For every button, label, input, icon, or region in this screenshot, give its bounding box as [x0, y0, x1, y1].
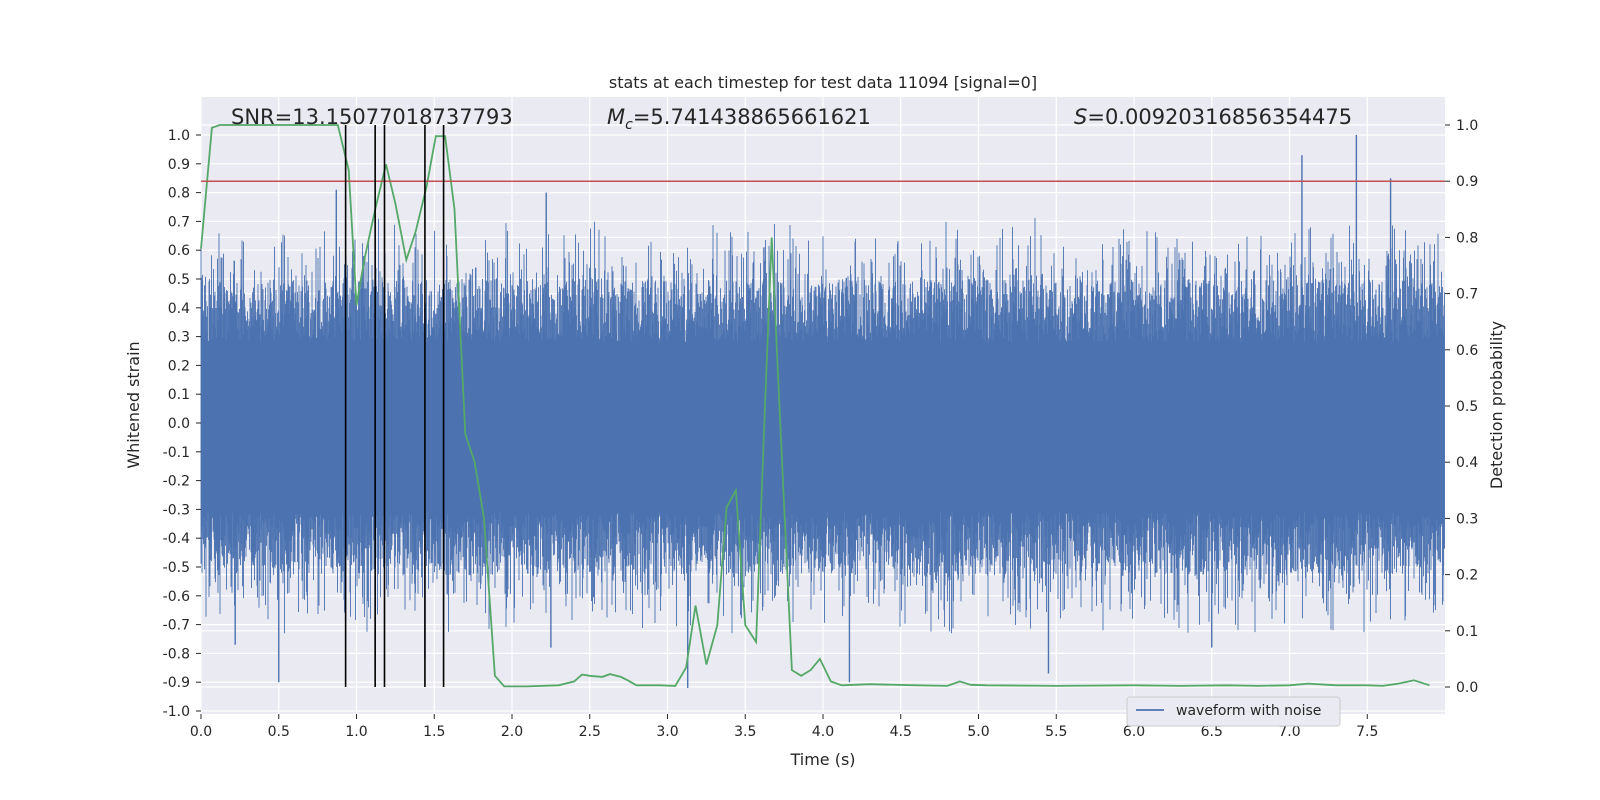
x-tick-label: 0.0 — [190, 724, 212, 740]
y-axis-label-right: Detection probability — [1487, 321, 1506, 489]
y-tick-label: -0.7 — [163, 618, 190, 634]
y-tick-label: 0.0 — [168, 416, 190, 432]
y-right-tick-label: 0.8 — [1456, 230, 1478, 246]
x-tick-label: 6.0 — [1123, 724, 1145, 740]
x-tick-label: 0.5 — [268, 724, 290, 740]
x-tick-label: 5.5 — [1045, 724, 1067, 740]
x-axis-label: Time (s) — [789, 750, 855, 769]
y-tick-label: 0.7 — [168, 214, 190, 230]
y-tick-label: 0.5 — [168, 272, 190, 288]
y-tick-label: -0.2 — [163, 474, 190, 490]
y-right-tick-label: 0.3 — [1456, 511, 1478, 527]
x-tick-label: 2.0 — [501, 724, 523, 740]
y-tick-label: -0.9 — [163, 675, 190, 691]
y-axis-label: Whitened strain — [124, 341, 143, 468]
mc-annotation: Mc=5.741438865661621 — [607, 105, 871, 133]
y-right-tick-label: 0.0 — [1456, 680, 1478, 696]
y-tick-label: -0.4 — [163, 531, 190, 547]
mc-value: =5.741438865661621 — [633, 105, 871, 129]
x-tick-label: 1.5 — [423, 724, 445, 740]
y-right-tick-label: 0.1 — [1456, 624, 1478, 640]
y-tick-label: -1.0 — [163, 704, 190, 720]
s-annotation: S=0.00920316856354475 — [1074, 105, 1352, 129]
y-tick-label: -0.8 — [163, 646, 190, 662]
y-tick-label: 0.6 — [168, 243, 190, 259]
y-tick-label: -0.3 — [163, 502, 190, 518]
y-tick-label: 1.0 — [168, 128, 190, 144]
y-tick-label: 0.4 — [168, 301, 190, 317]
y-tick-label: -0.5 — [163, 560, 190, 576]
y-tick-label: -0.1 — [163, 445, 190, 461]
y-right-tick-label: 0.5 — [1456, 399, 1478, 415]
overlay-lines — [201, 125, 1445, 687]
x-tick-label: 4.5 — [890, 724, 912, 740]
y-right-tick-label: 0.2 — [1456, 568, 1478, 584]
x-tick-label: 3.5 — [734, 724, 756, 740]
mc-symbol: M — [607, 105, 625, 129]
snr-annotation: SNR=13.15077018737793 — [231, 105, 513, 129]
y-right-tick-label: 0.6 — [1456, 343, 1478, 359]
y-right-tick-label: 0.9 — [1456, 174, 1478, 190]
x-tick-label: 5.0 — [967, 724, 989, 740]
y-right-tick-label: 0.4 — [1456, 455, 1478, 471]
probability-series — [200, 124, 1430, 688]
s-value: =0.00920316856354475 — [1087, 105, 1352, 129]
y-right-tick-label: 0.7 — [1456, 287, 1478, 303]
mc-subscript: c — [625, 117, 633, 133]
legend: waveform with noise — [1126, 696, 1341, 727]
chart-title: stats at each timestep for test data 110… — [609, 73, 1037, 92]
x-tick-label: 7.0 — [1278, 724, 1300, 740]
y-tick-label: 0.3 — [168, 330, 190, 346]
probability-line — [200, 124, 1430, 688]
x-tick-label: 2.5 — [579, 724, 601, 740]
x-tick-label: 3.0 — [656, 724, 678, 740]
y-right-tick-label: 1.0 — [1456, 118, 1478, 134]
y-tick-label: 0.8 — [168, 186, 190, 202]
s-symbol: S — [1074, 105, 1087, 129]
x-tick-label: 1.0 — [345, 724, 367, 740]
x-tick-label: 7.5 — [1356, 724, 1378, 740]
y-tick-label: 0.1 — [168, 387, 190, 403]
ticks: 0.0 0.5 1.0 1.5 2.0 2.5 3.0 3.5 4.0 4.5 5.0 5.5 6.0 6… — [163, 118, 1479, 740]
legend-label-waveform: waveform with noise — [1176, 703, 1321, 719]
x-tick-label: 6.5 — [1201, 724, 1223, 740]
y-tick-label: 0.2 — [168, 358, 190, 374]
y-tick-label: -0.6 — [163, 589, 190, 605]
strain-trace — [200, 217, 1445, 634]
legend-box — [1126, 696, 1341, 727]
y-tick-label: 0.9 — [168, 157, 190, 173]
x-tick-label: 4.0 — [812, 724, 834, 740]
